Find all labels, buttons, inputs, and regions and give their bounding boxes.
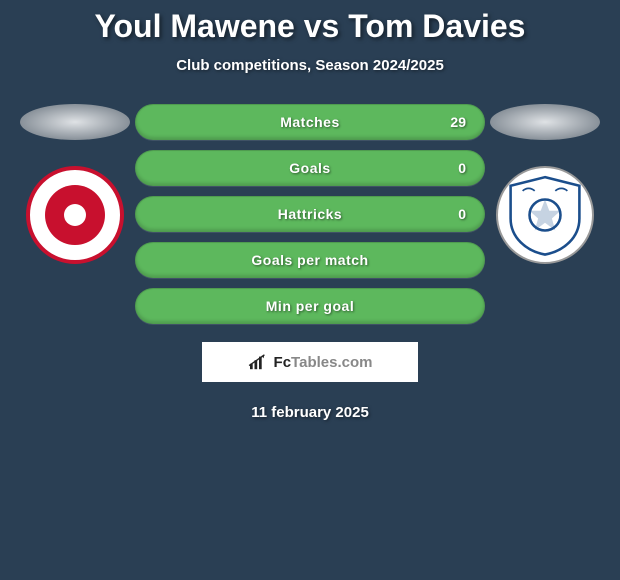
stat-value-right: 0 bbox=[458, 160, 466, 176]
right-club-badge bbox=[496, 166, 594, 264]
stat-row-matches: Matches 29 bbox=[135, 104, 485, 140]
stat-label: Goals per match bbox=[251, 252, 368, 268]
stat-row-mpg: Min per goal bbox=[135, 288, 485, 324]
player-photo-placeholder-right bbox=[490, 104, 600, 140]
date-label: 11 february 2025 bbox=[0, 404, 620, 421]
stat-label: Hattricks bbox=[278, 206, 342, 222]
brand-text: FcTables.com bbox=[274, 354, 373, 371]
stat-label: Matches bbox=[280, 114, 340, 130]
stat-bars: Matches 29 Goals 0 Hattricks 0 Goals per… bbox=[135, 104, 485, 324]
shield-icon bbox=[502, 172, 588, 258]
player-photo-placeholder-left bbox=[20, 104, 130, 140]
stat-row-hattricks: Hattricks 0 bbox=[135, 196, 485, 232]
brand-prefix: Fc bbox=[274, 354, 292, 371]
comparison-area: Matches 29 Goals 0 Hattricks 0 Goals per… bbox=[0, 104, 620, 324]
barchart-icon bbox=[248, 353, 270, 371]
badge-ball-icon bbox=[64, 204, 86, 226]
stat-label: Min per goal bbox=[266, 298, 354, 314]
left-player-column bbox=[15, 104, 135, 264]
stat-label: Goals bbox=[289, 160, 330, 176]
left-club-badge bbox=[26, 166, 124, 264]
brand-suffix: Tables.com bbox=[291, 354, 372, 371]
stat-value-right: 0 bbox=[458, 206, 466, 222]
right-player-column bbox=[485, 104, 605, 264]
stat-value-right: 29 bbox=[450, 114, 466, 130]
stat-row-goals: Goals 0 bbox=[135, 150, 485, 186]
brand-tag: FcTables.com bbox=[202, 342, 418, 382]
stat-row-gpm: Goals per match bbox=[135, 242, 485, 278]
page-title: Youl Mawene vs Tom Davies bbox=[0, 0, 620, 45]
subtitle: Club competitions, Season 2024/2025 bbox=[0, 57, 620, 74]
